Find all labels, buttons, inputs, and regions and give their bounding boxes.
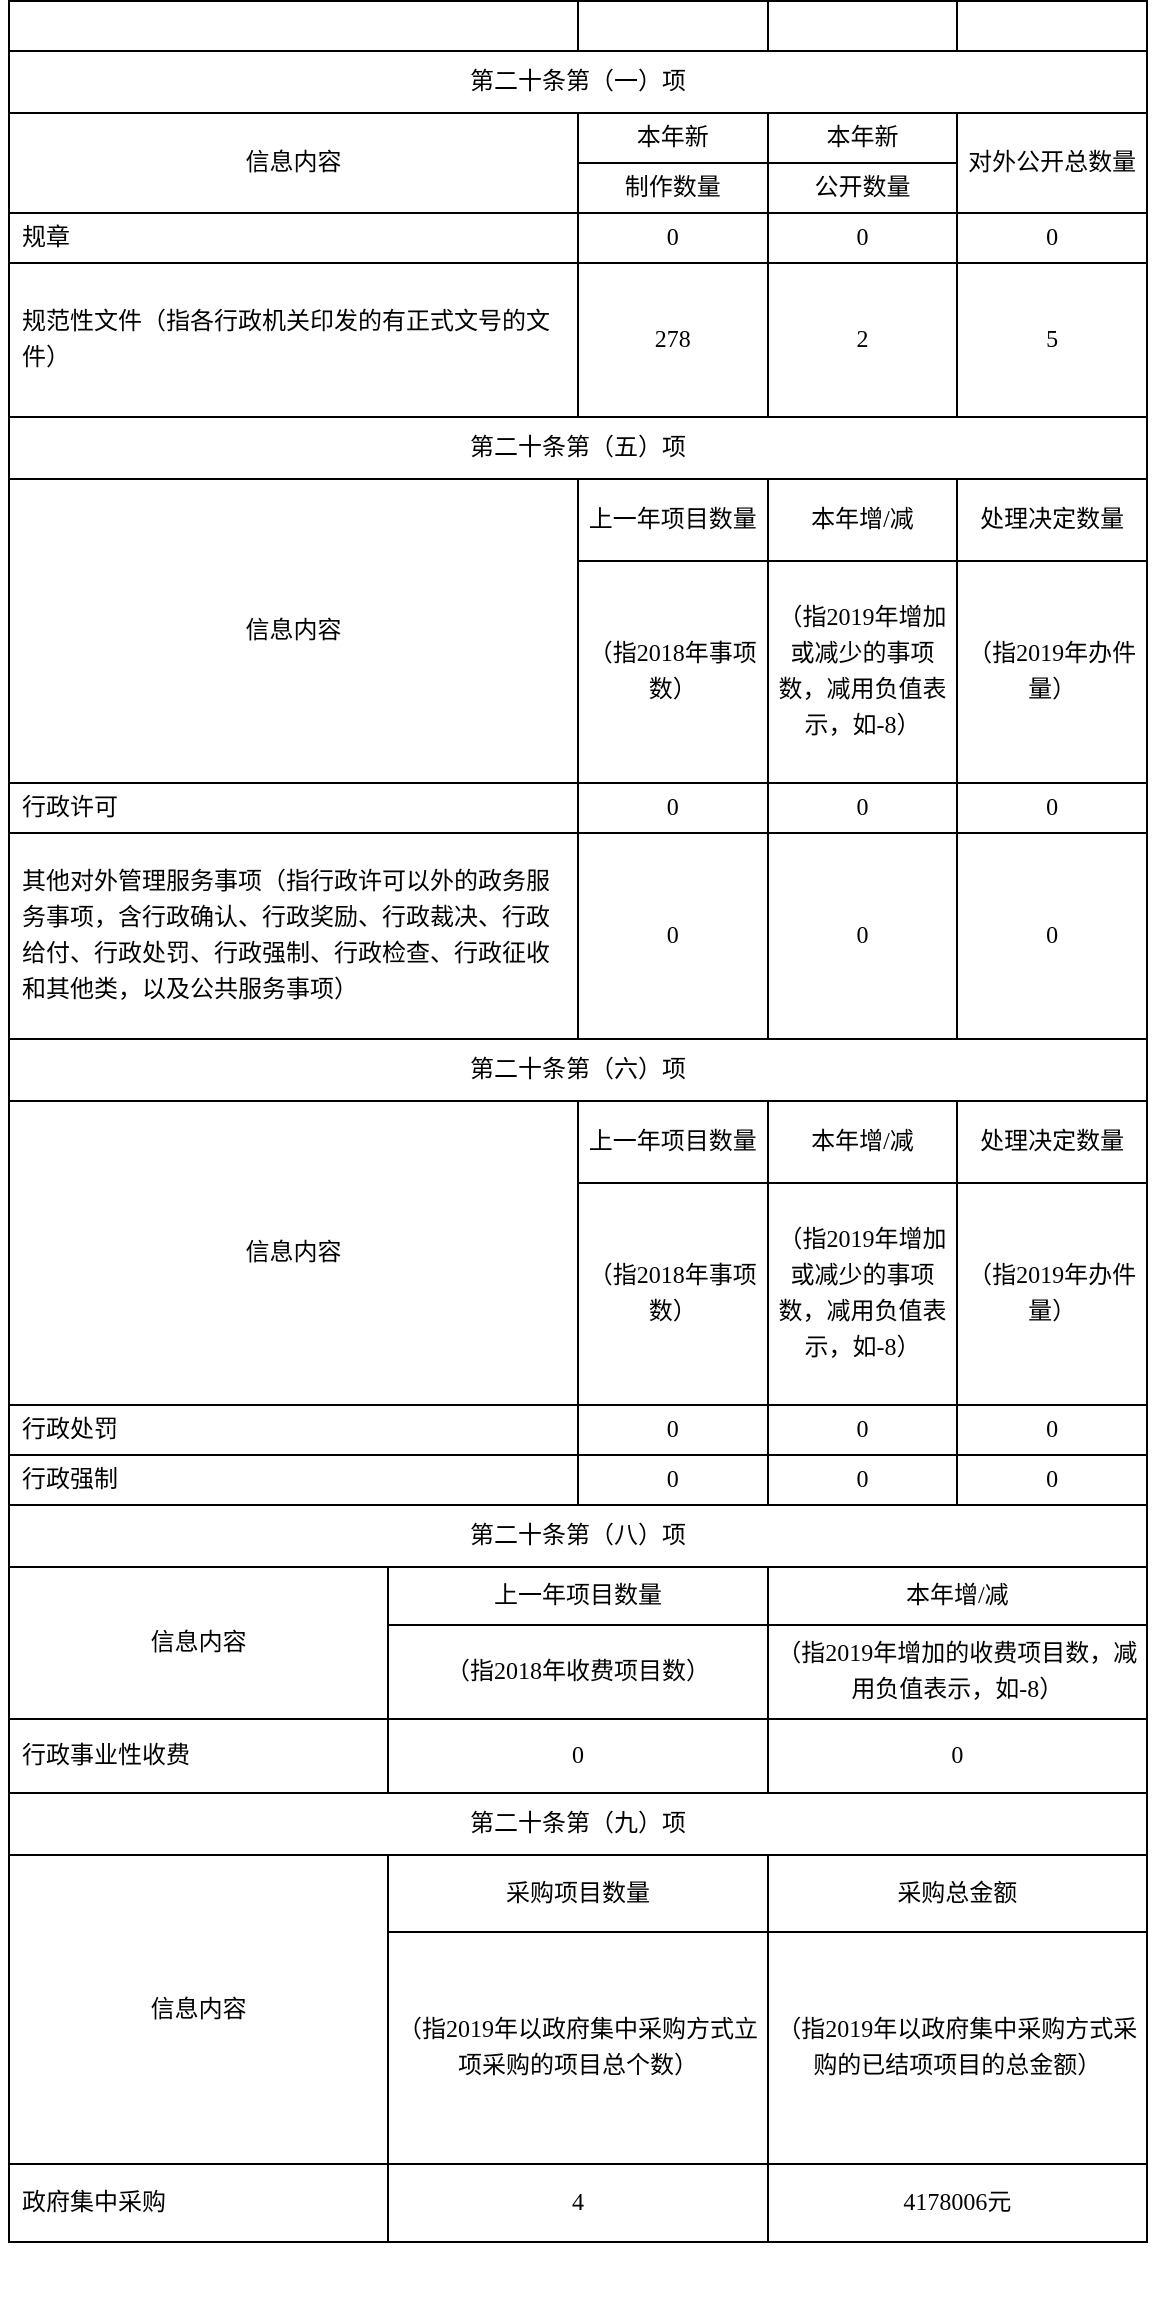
table-row: 规章 0 0 0 bbox=[9, 213, 1147, 263]
table-row: 其他对外管理服务事项（指行政许可以外的政务服务事项，含行政确认、行政奖励、行政裁… bbox=[9, 833, 1147, 1039]
cell: 0 bbox=[578, 213, 768, 263]
cell: 0 bbox=[578, 1455, 768, 1505]
spacer bbox=[768, 1, 958, 51]
cell: 0 bbox=[768, 213, 958, 263]
row-label: 其他对外管理服务事项（指行政许可以外的政务服务事项，含行政确认、行政奖励、行政裁… bbox=[9, 833, 578, 1039]
report-table: 第二十条第（一）项 信息内容 本年新 本年新 对外公开总数量 制作数量 公开数量… bbox=[8, 0, 1148, 2243]
s5-h-col2a: 上一年项目数量 bbox=[578, 479, 768, 561]
s6-h-col4b: （指2019年办件量） bbox=[957, 1183, 1147, 1405]
cell: 4 bbox=[388, 2164, 767, 2242]
table-row: 行政处罚 0 0 0 bbox=[9, 1405, 1147, 1455]
s8-h-col3a: 本年增/减 bbox=[768, 1567, 1147, 1625]
s5-h-col2b: （指2018年事项数） bbox=[578, 561, 768, 783]
s6-h-col3a: 本年增/减 bbox=[768, 1101, 958, 1183]
section9-title: 第二十条第（九）项 bbox=[9, 1793, 1147, 1855]
table-row: 行政事业性收费 0 0 bbox=[9, 1719, 1147, 1793]
section5-title: 第二十条第（五）项 bbox=[9, 417, 1147, 479]
cell: 0 bbox=[957, 833, 1147, 1039]
s6-h-col3b: （指2019年增加或减少的事项数，减用负值表示，如-8） bbox=[768, 1183, 958, 1405]
s5-h-col4b: （指2019年办件量） bbox=[957, 561, 1147, 783]
s1-h-col2b: 制作数量 bbox=[578, 163, 768, 213]
table-row: 规范性文件（指各行政机关印发的有正式文号的文件） 278 2 5 bbox=[9, 263, 1147, 417]
s5-h-col3a: 本年增/减 bbox=[768, 479, 958, 561]
s8-h-col2b: （指2018年收费项目数） bbox=[388, 1625, 767, 1719]
s6-h-col2b: （指2018年事项数） bbox=[578, 1183, 768, 1405]
row-label: 规范性文件（指各行政机关印发的有正式文号的文件） bbox=[9, 263, 578, 417]
s1-h-col3b: 公开数量 bbox=[768, 163, 958, 213]
s9-h-col3b: （指2019年以政府集中采购方式采购的已结项项目的总金额） bbox=[768, 1932, 1147, 2164]
cell: 0 bbox=[957, 783, 1147, 833]
cell: 5 bbox=[957, 263, 1147, 417]
cell: 0 bbox=[578, 1405, 768, 1455]
row-label: 行政处罚 bbox=[9, 1405, 578, 1455]
s6-h-col2a: 上一年项目数量 bbox=[578, 1101, 768, 1183]
cell: 0 bbox=[957, 1455, 1147, 1505]
s9-h-col1: 信息内容 bbox=[9, 1855, 388, 2164]
s6-h-col1: 信息内容 bbox=[9, 1101, 578, 1405]
spacer bbox=[957, 1, 1147, 51]
spacer bbox=[578, 1, 768, 51]
cell: 0 bbox=[388, 1719, 767, 1793]
row-label: 行政强制 bbox=[9, 1455, 578, 1505]
cell: 0 bbox=[768, 1405, 958, 1455]
cell: 0 bbox=[957, 1405, 1147, 1455]
cell: 2 bbox=[768, 263, 958, 417]
s8-h-col2a: 上一年项目数量 bbox=[388, 1567, 767, 1625]
spacer bbox=[9, 1, 578, 51]
cell: 0 bbox=[768, 783, 958, 833]
section8-title: 第二十条第（八）项 bbox=[9, 1505, 1147, 1567]
table-row: 行政强制 0 0 0 bbox=[9, 1455, 1147, 1505]
s8-h-col3b: （指2019年增加的收费项目数，减用负值表示，如-8） bbox=[768, 1625, 1147, 1719]
table-row: 政府集中采购 4 4178006元 bbox=[9, 2164, 1147, 2242]
s9-h-col3a: 采购总金额 bbox=[768, 1855, 1147, 1932]
cell: 0 bbox=[768, 1719, 1147, 1793]
s9-h-col2a: 采购项目数量 bbox=[388, 1855, 767, 1932]
cell: 0 bbox=[768, 833, 958, 1039]
s1-h-col3a: 本年新 bbox=[768, 113, 958, 163]
row-label: 行政许可 bbox=[9, 783, 578, 833]
cell: 0 bbox=[957, 213, 1147, 263]
s9-h-col2b: （指2019年以政府集中采购方式立项采购的项目总个数） bbox=[388, 1932, 767, 2164]
row-label: 政府集中采购 bbox=[9, 2164, 388, 2242]
row-label: 行政事业性收费 bbox=[9, 1719, 388, 1793]
section6-title: 第二十条第（六）项 bbox=[9, 1039, 1147, 1101]
s6-h-col4a: 处理决定数量 bbox=[957, 1101, 1147, 1183]
section1-title: 第二十条第（一）项 bbox=[9, 51, 1147, 113]
cell: 4178006元 bbox=[768, 2164, 1147, 2242]
cell: 0 bbox=[578, 783, 768, 833]
s5-h-col4a: 处理决定数量 bbox=[957, 479, 1147, 561]
s5-h-col1: 信息内容 bbox=[9, 479, 578, 783]
s1-h-col4: 对外公开总数量 bbox=[957, 113, 1147, 213]
table-row: 行政许可 0 0 0 bbox=[9, 783, 1147, 833]
cell: 278 bbox=[578, 263, 768, 417]
cell: 0 bbox=[768, 1455, 958, 1505]
s8-h-col1: 信息内容 bbox=[9, 1567, 388, 1719]
row-label: 规章 bbox=[9, 213, 578, 263]
cell: 0 bbox=[578, 833, 768, 1039]
s1-h-col2a: 本年新 bbox=[578, 113, 768, 163]
s5-h-col3b: （指2019年增加或减少的事项数，减用负值表示，如-8） bbox=[768, 561, 958, 783]
s1-h-col1: 信息内容 bbox=[9, 113, 578, 213]
